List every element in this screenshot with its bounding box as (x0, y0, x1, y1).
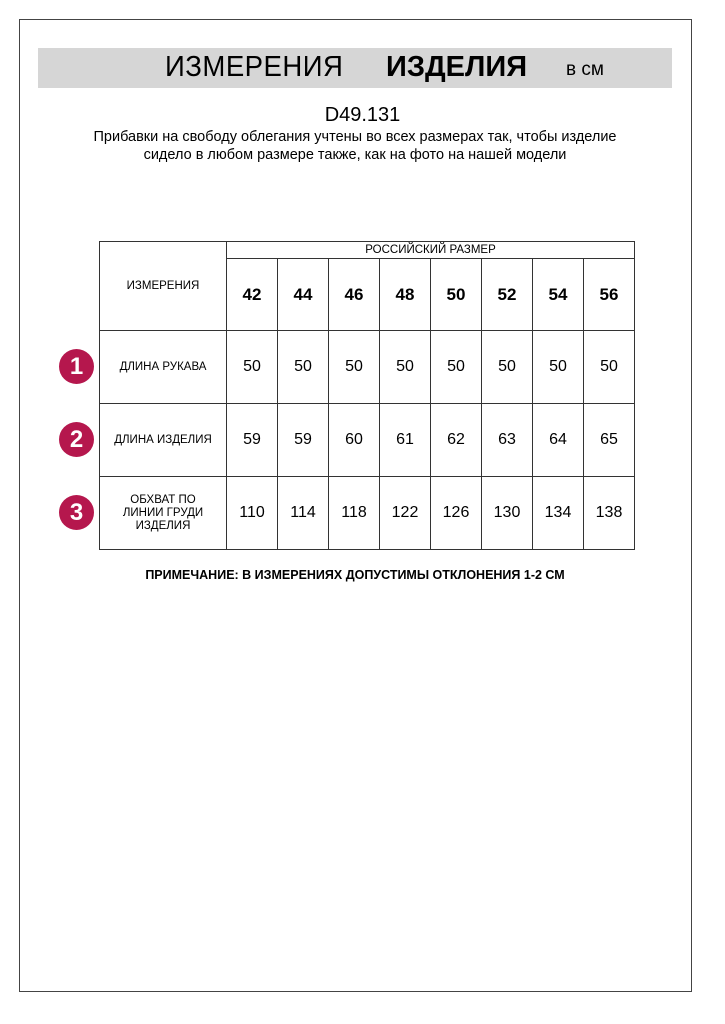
size-header: 44 (277, 258, 329, 331)
value-cell: 63 (481, 403, 533, 477)
title-regular: ИЗМЕРЕНИЯ (165, 51, 344, 83)
value-cell: 61 (379, 403, 431, 477)
size-header: 50 (430, 258, 482, 331)
row-label: ДЛИНА РУКАВА (99, 330, 227, 404)
table-row: ОБХВАТ ПО ЛИНИИ ГРУДИ ИЗДЕЛИЯ 110 114 118 12… (99, 476, 635, 550)
value-cell: 138 (583, 476, 635, 550)
number-badge: 3 (59, 495, 94, 530)
value-cell: 50 (277, 330, 329, 404)
value-cell: 60 (328, 403, 380, 477)
value-cell: 64 (532, 403, 584, 477)
corner-label: ИЗМЕРЕНИЯ (99, 241, 227, 331)
value-cell: 110 (226, 476, 278, 550)
value-cell: 114 (277, 476, 329, 550)
group-header: РОССИЙСКИЙ РАЗМЕР (226, 241, 635, 259)
number-badge: 2 (59, 422, 94, 457)
value-cell: 126 (430, 476, 482, 550)
size-table: ИЗМЕРЕНИЯ РОССИЙСКИЙ РАЗМЕР 42 44 46 48 50 52… (99, 241, 635, 550)
value-cell: 59 (277, 403, 329, 477)
value-cell: 134 (532, 476, 584, 550)
value-cell: 50 (226, 330, 278, 404)
value-cell: 50 (379, 330, 431, 404)
value-cell: 130 (481, 476, 533, 550)
row-label: ОБХВАТ ПО ЛИНИИ ГРУДИ ИЗДЕЛИЯ (99, 476, 227, 550)
size-header: 52 (481, 258, 533, 331)
value-cell: 50 (328, 330, 380, 404)
title-unit: в см (566, 59, 604, 80)
size-header: 56 (583, 258, 635, 331)
size-header: 48 (379, 258, 431, 331)
value-cell: 50 (583, 330, 635, 404)
value-cell: 50 (532, 330, 584, 404)
value-cell: 50 (481, 330, 533, 404)
title-band (38, 48, 672, 88)
page-frame (19, 19, 692, 992)
value-cell: 50 (430, 330, 482, 404)
value-cell: 122 (379, 476, 431, 550)
size-header: 54 (532, 258, 584, 331)
description: Прибавки на свободу облегания учтены во … (93, 129, 617, 163)
value-cell: 65 (583, 403, 635, 477)
value-cell: 118 (328, 476, 380, 550)
table-row: ДЛИНА РУКАВА 50 50 50 50 50 50 50 50 (99, 330, 635, 404)
size-header: 42 (226, 258, 278, 331)
row-label: ДЛИНА ИЗДЕЛИЯ (99, 403, 227, 477)
number-badge: 1 (59, 349, 94, 384)
title-bold: ИЗДЕЛИЯ (386, 51, 528, 83)
note: ПРИМЕЧАНИЕ: В ИЗМЕРЕНИЯХ ДОПУСТИМЫ ОТКЛО… (145, 568, 565, 582)
size-header: 46 (328, 258, 380, 331)
article-code: D49.131 (324, 104, 401, 126)
value-cell: 59 (226, 403, 278, 477)
value-cell: 62 (430, 403, 482, 477)
table-row: ДЛИНА ИЗДЕЛИЯ 59 59 60 61 62 63 64 65 (99, 403, 635, 477)
